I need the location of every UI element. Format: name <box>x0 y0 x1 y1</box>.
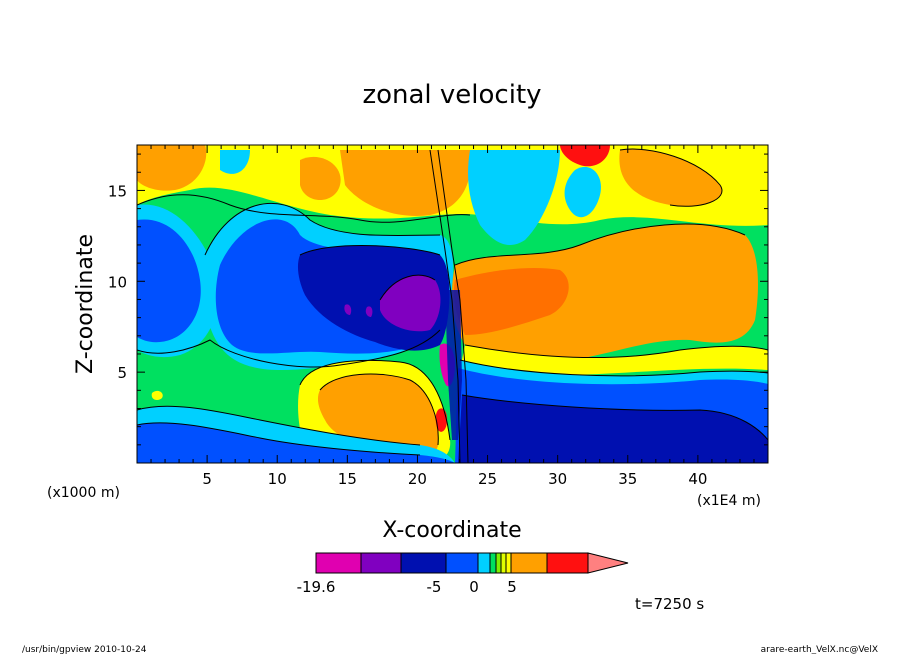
colorbar-segment <box>500 552 507 574</box>
colorbar-segment <box>546 552 589 574</box>
x-tick-label: 5 <box>202 470 212 488</box>
colorbar-segment <box>445 552 479 574</box>
colorbar-segment <box>495 552 502 574</box>
footer-right: arare-earth_VelX.nc@VelX <box>761 645 878 654</box>
x-tick-label: 15 <box>338 470 357 488</box>
region-cyan-upper-left <box>220 150 250 174</box>
colorbar-segment <box>315 552 362 574</box>
region-upper-orange-mid <box>300 156 341 200</box>
colorbar-tick-label: 5 <box>507 578 517 596</box>
colorbar-over-triangle <box>587 552 629 574</box>
y-tick-label: 15 <box>108 182 127 200</box>
region-purple-core <box>380 275 441 332</box>
axes: 5 10 15 20 25 30 35 40 5 10 15 <box>108 145 768 488</box>
region-red-spot <box>435 408 448 432</box>
contour-field <box>137 145 768 463</box>
region-right-red-top <box>560 145 610 167</box>
colorbar-segment <box>477 552 491 574</box>
x-tick-label: 35 <box>618 470 637 488</box>
x-unit-note: (x1E4 m) <box>697 493 761 509</box>
colorbar-tick-label: -19.6 <box>297 578 336 596</box>
region-cyan-upper <box>468 150 560 245</box>
region-gradient-dark-blue <box>445 290 462 440</box>
region-upper-orange-center <box>340 150 471 216</box>
y-tick-label: 10 <box>108 273 127 291</box>
colorbar-segment <box>510 552 548 574</box>
y-tick-label: 5 <box>117 364 127 382</box>
y-axis-title: Z-coordinate <box>73 234 98 374</box>
colorbar-segment <box>400 552 447 574</box>
region-right-dark-orange <box>453 268 569 335</box>
colorbar-tick-label: -5 <box>427 578 442 596</box>
region-upper-left-orange <box>137 145 207 191</box>
region-yellow-mid-right <box>462 345 768 375</box>
x-tick-label: 25 <box>478 470 497 488</box>
region-cyan-right-upper <box>564 166 601 218</box>
x-tick-label: 20 <box>408 470 427 488</box>
time-label: t=7250 s <box>635 595 704 613</box>
x-tick-label: 30 <box>548 470 567 488</box>
colorbar: -19.6 -5 0 5 <box>297 552 629 596</box>
region-yellow-dot <box>151 390 163 401</box>
region-lower-right-dark-blue <box>458 395 768 463</box>
colorbar-segment <box>489 552 497 574</box>
chart-title: zonal velocity <box>362 80 541 110</box>
footer-left: /usr/bin/gpview 2010-10-24 <box>22 645 147 654</box>
region-purple-small-2 <box>365 306 373 317</box>
colorbar-segment <box>360 552 402 574</box>
region-left-blue-core <box>137 219 201 343</box>
region-purple-small-1 <box>344 304 352 315</box>
region-right-orange-upper <box>452 224 758 361</box>
x-tick-label: 10 <box>268 470 287 488</box>
plot-frame <box>136 144 769 464</box>
region-lower-left-blue <box>137 422 455 463</box>
region-right-orange-top <box>619 149 722 207</box>
colorbar-tick-label: 0 <box>469 578 479 596</box>
colorbar-segment <box>505 552 512 574</box>
y-unit-note: (x1000 m) <box>47 485 120 501</box>
x-axis-title: X-coordinate <box>382 518 521 543</box>
x-tick-label: 40 <box>688 470 707 488</box>
contour-lines <box>137 148 768 463</box>
